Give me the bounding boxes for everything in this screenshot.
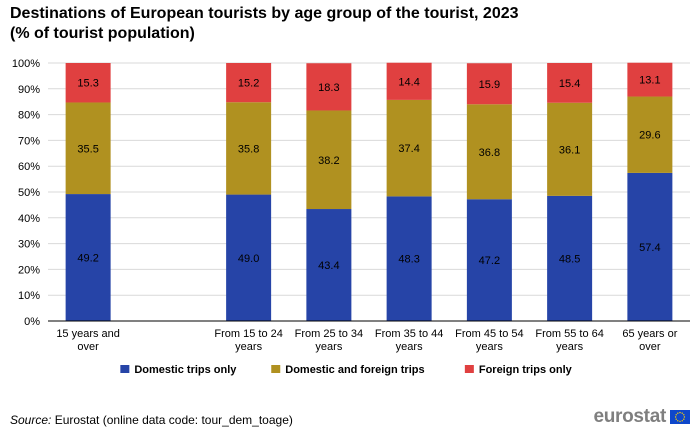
bar-segment: [627, 172, 673, 321]
y-tick-label: 30%: [18, 239, 40, 251]
bar-segment: [306, 209, 352, 321]
chart-title: Destinations of European tourists by age…: [10, 4, 690, 44]
data-label: 43.4: [318, 260, 339, 272]
eu-flag-icon: [670, 410, 690, 424]
chart-title-line-1: Destinations of European tourists by age…: [10, 5, 519, 22]
data-label: 15.4: [559, 78, 580, 90]
x-tick-label: years: [235, 341, 262, 353]
bar-segment: [547, 102, 593, 196]
legend-swatch: [271, 365, 281, 373]
bar-segment: [65, 63, 111, 103]
source-text: Eurostat (online data code: tour_dem_toa…: [54, 413, 293, 427]
y-tick-label: 0%: [24, 316, 40, 328]
x-tick-label: years: [396, 341, 423, 353]
legend-label: Domestic and foreign trips: [285, 364, 424, 376]
data-label: 49.0: [238, 253, 259, 265]
bar-segment: [386, 99, 432, 197]
y-tick-label: 20%: [18, 264, 40, 276]
data-label: 15.9: [479, 79, 500, 91]
x-tick-label: From 25 to 34: [295, 328, 363, 340]
data-label: 15.3: [77, 78, 98, 90]
source-note: Source: Eurostat (online data code: tour…: [10, 413, 293, 427]
bar-segment: [466, 63, 512, 105]
data-label: 47.2: [479, 255, 500, 267]
x-tick-label: years: [556, 341, 583, 353]
x-tick-label: From 45 to 54: [455, 328, 523, 340]
bar-segment: [226, 63, 272, 103]
data-label: 15.2: [238, 78, 259, 90]
x-tick-label: over: [639, 341, 661, 353]
y-tick-label: 10%: [18, 290, 40, 302]
chart-title-line-2: (% of tourist population): [10, 25, 195, 42]
data-label: 48.5: [559, 253, 580, 265]
bar-segment: [547, 63, 593, 103]
y-tick-label: 90%: [18, 84, 40, 96]
data-label: 29.6: [639, 130, 660, 142]
data-label: 38.2: [318, 155, 339, 167]
bar-segment: [466, 104, 512, 200]
x-tick-label: over: [77, 341, 99, 353]
x-tick-label: years: [476, 341, 503, 353]
bar-segment: [386, 196, 432, 321]
data-label: 36.1: [559, 144, 580, 156]
eurostat-logo-text: eurostat: [593, 406, 666, 427]
bar-segment: [627, 96, 673, 173]
legend-label: Domestic trips only: [134, 364, 237, 376]
data-label: 35.5: [77, 143, 98, 155]
y-tick-label: 40%: [18, 213, 40, 225]
x-tick-label: years: [315, 341, 342, 353]
data-label: 48.3: [398, 254, 419, 266]
y-tick-label: 70%: [18, 135, 40, 147]
x-tick-label: From 55 to 64: [535, 328, 603, 340]
bar-segment: [306, 63, 352, 111]
data-label: 37.4: [398, 143, 419, 155]
bar-segment: [65, 102, 111, 195]
bar-segment: [226, 102, 272, 195]
data-label: 13.1: [639, 75, 660, 87]
data-label: 18.3: [318, 82, 339, 94]
legend-swatch: [120, 365, 130, 373]
data-label: 36.8: [479, 147, 500, 159]
x-tick-label: From 35 to 44: [375, 328, 443, 340]
bar-segment: [547, 195, 593, 321]
stacked-bar-chart: 0% 10% 20% 30% 40% 50% 60% 70% 80% 90% 100% 49.2 35.…: [12, 58, 690, 376]
source-label: Source:: [10, 413, 52, 427]
bar-segment: [627, 62, 673, 97]
y-tick-label: 80%: [18, 110, 40, 122]
x-tick-label: 15 years and: [56, 328, 120, 340]
data-label: 14.4: [398, 76, 419, 88]
bar-segment: [386, 62, 432, 100]
y-tick-label: 100%: [12, 58, 40, 70]
bar-segment: [65, 194, 111, 321]
eurostat-logo: eurostat: [593, 406, 690, 427]
legend-label: Foreign trips only: [479, 364, 573, 376]
bar-segment: [466, 199, 512, 321]
data-label: 49.2: [77, 253, 98, 265]
legend-swatch: [464, 365, 474, 373]
bar-segment: [226, 194, 272, 321]
x-tick-label: 65 years or: [622, 328, 677, 340]
y-tick-label: 60%: [18, 161, 40, 173]
data-label: 57.4: [639, 242, 660, 254]
data-label: 35.8: [238, 143, 259, 155]
y-tick-label: 50%: [18, 187, 40, 199]
x-tick-label: From 15 to 24: [214, 328, 282, 340]
bar-segment: [306, 110, 352, 210]
